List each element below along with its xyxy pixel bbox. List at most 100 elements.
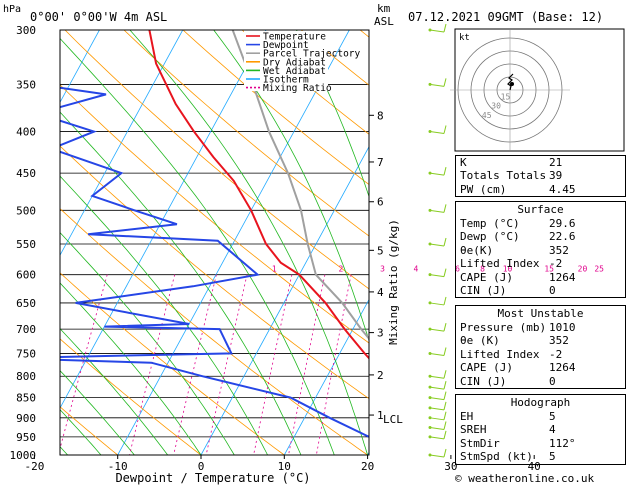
grid-lines	[60, 30, 369, 455]
table-row: θe (K) 352	[456, 334, 625, 347]
wind-barb	[429, 131, 445, 135]
wind-barb	[443, 322, 447, 332]
wind-barb-dot	[428, 130, 432, 134]
dry-adiabat-line	[123, 30, 369, 237]
pressure-tick-label: 700	[16, 323, 36, 336]
wind-barb-dot	[428, 453, 432, 457]
wind-barb	[429, 454, 445, 458]
wind-barb	[429, 209, 445, 213]
wind-barb	[443, 421, 447, 430]
wet-adiabat-line	[60, 232, 235, 455]
wind-barb	[443, 411, 447, 420]
table-row: θe(K) 352	[456, 244, 625, 257]
table-row: Totals Totals 39	[456, 169, 625, 182]
x-axis-title: Dewpoint / Temperature (°C)	[115, 471, 310, 485]
isotherm-line	[200, 145, 369, 455]
wind-barb	[429, 243, 445, 247]
wind-barb	[443, 78, 447, 87]
table-row: SREH 4	[456, 423, 625, 436]
wet-adiabat-line	[60, 328, 169, 455]
table-row: Temp (°C) 29.6	[456, 217, 625, 230]
wind-barb-dot	[428, 327, 432, 331]
row-label: SREH	[460, 423, 487, 437]
wind-barb-dot	[428, 351, 432, 355]
pressure-tick-label: 600	[16, 269, 36, 282]
mixing-ratio-label: 6	[455, 265, 460, 274]
pressure-tick-label: 650	[16, 297, 36, 310]
temperature-line	[148, 30, 369, 360]
wind-barb-dot	[428, 385, 432, 389]
wet-adiabat-line	[60, 409, 102, 455]
wind-barb-dot	[428, 242, 432, 246]
wind-barb-dot	[428, 301, 432, 305]
row-label: PW (cm)	[460, 182, 507, 196]
table-row: PW (cm) 4.45	[456, 183, 625, 196]
mixing-ratio-line	[173, 274, 217, 455]
mixing-ratio-label: 25	[594, 265, 604, 274]
mixing-ratio-label: 10	[503, 265, 513, 274]
mixing-ratio-label: 1	[272, 265, 277, 274]
table-row: K 21	[456, 156, 625, 169]
temperature-tick-label: 30	[444, 460, 457, 473]
wind-barb	[429, 407, 445, 411]
dry-adiabat-line	[182, 30, 369, 186]
row-value: 29.6	[549, 217, 576, 230]
surface-box: Surface Temp (°C) 29.6 Dewp (°C) 22.6 θe(K) 3…	[455, 201, 626, 299]
wind-barb	[443, 268, 447, 277]
pressure-tick-label: 750	[16, 347, 36, 360]
wind-barb	[443, 380, 447, 390]
table-row: StmDir 112°	[456, 437, 625, 450]
height-unit-asl: ASL	[374, 15, 394, 28]
mixing-ratio-label: 2	[339, 265, 344, 274]
row-value: 0	[549, 283, 556, 297]
wind-barb	[429, 352, 445, 356]
table-row: CAPE (J) 1264	[456, 361, 625, 374]
table-row: Lifted Index -2	[456, 257, 625, 270]
isotherm-line	[60, 30, 184, 257]
row-label: CAPE (J)	[460, 270, 513, 284]
dry-adiabat-line	[64, 30, 369, 290]
mixing-ratio-label: 8	[480, 265, 485, 274]
hodograph-info-box: Hodograph EH 5 SREH 4 StmDir 112° StmSpd (kt) 5	[455, 394, 626, 465]
dry-adiabat-line	[60, 145, 369, 400]
pressure-tick-label: 300	[16, 24, 36, 37]
wind-barb	[429, 328, 445, 332]
row-label: Pressure (mb)	[460, 321, 547, 334]
pressure-axis: 300 350 400 450 500 550 600 650 700 750 800 850 900 9…	[10, 24, 37, 462]
wind-barb-dot	[428, 208, 432, 212]
mixing-ratio-line	[205, 274, 248, 455]
wind-barb	[443, 347, 447, 356]
parcel-trajectory-line	[231, 30, 369, 341]
wind-barb	[443, 296, 447, 306]
profiles	[60, 30, 369, 439]
legend-entry: Wet Adiabat	[263, 66, 326, 77]
dry-adiabat-line	[60, 272, 285, 455]
hodograph-ring-label: 45	[482, 111, 492, 120]
pressure-tick-label: 450	[16, 167, 36, 180]
legend-entry: Mixing Ratio	[263, 83, 332, 94]
wind-barb-dot	[428, 435, 432, 439]
row-label: Totals Totals	[460, 169, 547, 183]
dry-adiabat-line	[60, 208, 368, 455]
mixing-ratio-title: Mixing Ratio (g/kg)	[387, 219, 400, 345]
row-label: θe (K)	[460, 334, 500, 348]
wind-barb	[443, 167, 447, 176]
row-label: StmDir	[460, 436, 500, 450]
dry-adiabat-line	[60, 406, 118, 455]
row-value: -2	[549, 347, 563, 361]
wind-barb-dot	[428, 425, 432, 429]
mixing-ratio-label: 4	[413, 265, 418, 274]
hodograph-ring-label: 15	[501, 92, 511, 101]
height-tick-label: 4	[377, 286, 384, 299]
height-tick-label: 8	[377, 109, 384, 122]
wind-barb	[443, 23, 447, 33]
dry-adiabat-line	[60, 84, 369, 344]
plot-frame	[59, 29, 370, 456]
mixing-ratio-line	[253, 274, 293, 455]
table-row: CAPE (J) 1264	[456, 271, 625, 284]
